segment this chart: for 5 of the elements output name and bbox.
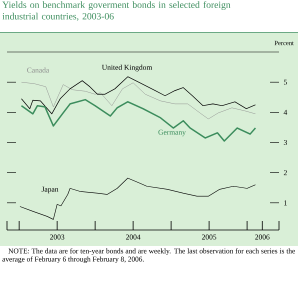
- line-series: [21, 76, 256, 114]
- line-series: [20, 178, 256, 220]
- chart-title: Yields on benchmark goverment bonds in selected foreign industrial countries, 2003-06: [2, 1, 230, 21]
- line-series: [21, 82, 256, 120]
- line-series: [20, 98, 256, 142]
